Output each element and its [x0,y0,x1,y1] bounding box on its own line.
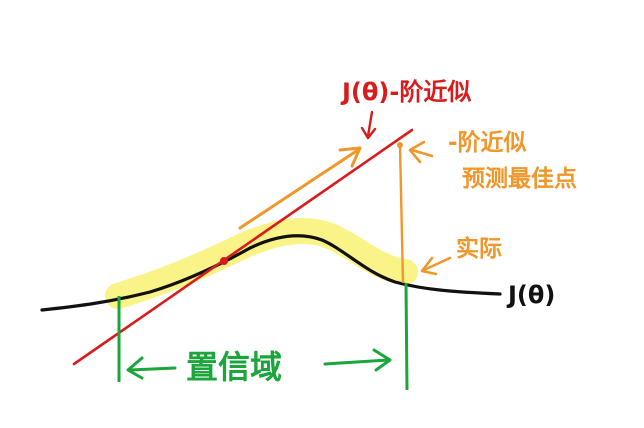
tangent-line [72,128,414,366]
actual-label: 实际 [456,235,502,262]
actual-pointer-arrow [420,256,452,276]
objective-curve [40,234,502,312]
predicted-best-point [397,142,403,148]
predicted-label-line1: -阶近似 [448,129,527,156]
tangent-label: J(θ)-阶近似 [340,78,471,106]
trust-region-label: 置信域 [186,348,282,386]
highlight-band [105,218,418,309]
predicted-label-line2: 预测最佳点 [462,165,577,192]
predicted-pointer-arrow [408,140,434,164]
trust-region-right-boundary [404,282,409,391]
tangent-point [220,257,228,265]
curve-label: J(θ) [506,281,555,309]
trust-region-left-arrow [126,356,177,380]
prediction-arrow [238,146,362,230]
trust-region-right-arrow [323,348,392,372]
tangent-pointer-arrow [360,110,377,140]
predicted-to-actual-line [398,144,405,284]
